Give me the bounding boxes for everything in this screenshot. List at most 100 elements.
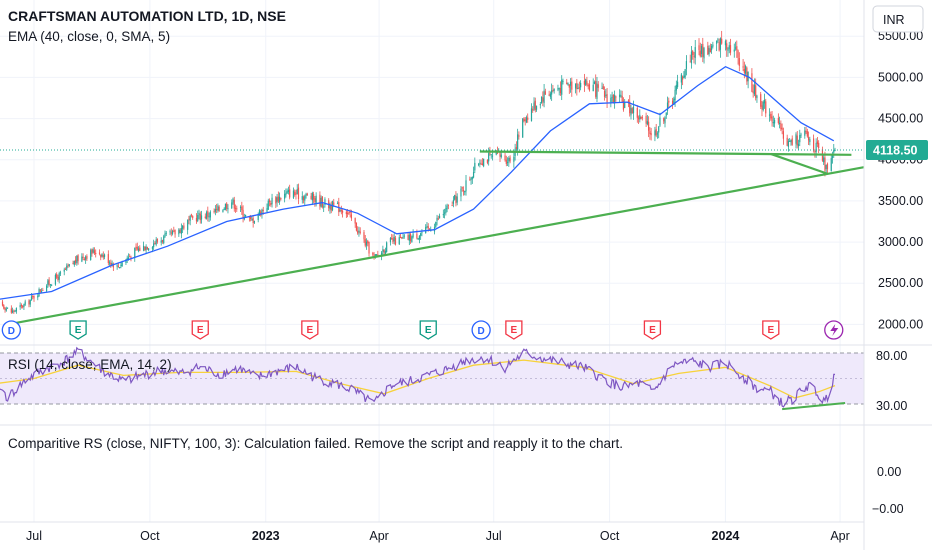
candle-body <box>324 199 326 206</box>
candle-body <box>825 165 827 170</box>
trendline[interactable] <box>479 150 852 156</box>
earnings-letter: E <box>649 325 656 336</box>
earnings-shield <box>505 320 523 340</box>
candle-body <box>252 218 254 223</box>
candle-body <box>261 209 263 215</box>
earnings-letter: E <box>197 325 204 336</box>
candle-body <box>587 85 589 87</box>
candle-body <box>809 139 811 143</box>
trendline[interactable] <box>7 166 865 326</box>
rsi-legend[interactable]: RSI (14, close, EMA, 14, 2) <box>8 357 172 372</box>
candle-body <box>294 191 296 195</box>
candle-body <box>515 147 517 150</box>
candle-body <box>267 200 269 210</box>
candle-body <box>540 96 543 103</box>
candle-body <box>3 305 5 309</box>
candle-body <box>174 229 176 235</box>
candle-body <box>15 308 17 312</box>
candle-body <box>709 48 711 53</box>
candle-body <box>580 82 582 88</box>
split-marker[interactable] <box>824 320 844 340</box>
earnings-marker[interactable]: E <box>191 320 209 340</box>
candle-body <box>530 108 533 122</box>
candle-body <box>522 118 524 138</box>
candle-body <box>605 94 607 96</box>
dividend-marker[interactable]: D <box>1 320 21 340</box>
candle-body <box>549 93 551 97</box>
candle-body <box>799 135 801 143</box>
candle-body <box>76 255 78 264</box>
earnings-marker[interactable]: E <box>301 320 319 340</box>
candle-body <box>666 102 669 111</box>
candle-body <box>760 94 762 107</box>
candle-body <box>534 100 536 111</box>
earnings-marker[interactable]: E <box>505 320 523 340</box>
candle-body <box>1 301 4 306</box>
candle-body <box>491 155 494 157</box>
candle-body <box>596 83 598 99</box>
ema-line[interactable] <box>0 65 835 300</box>
candle-body <box>270 203 272 205</box>
candle-body <box>393 237 395 242</box>
candle-body <box>470 178 472 180</box>
candle-body <box>771 116 773 122</box>
candle-body <box>729 45 732 53</box>
candle-body <box>239 206 242 208</box>
candle-body <box>204 216 206 219</box>
candle-body <box>231 202 233 209</box>
candle-body <box>323 206 325 208</box>
candle-body <box>155 239 157 245</box>
candle-body <box>257 214 259 220</box>
candle-body <box>800 134 802 136</box>
candle-body <box>700 46 703 55</box>
rsi-ma-line[interactable] <box>0 359 836 399</box>
candle-body <box>234 207 237 209</box>
earnings-marker[interactable]: E <box>762 320 780 340</box>
candle-body <box>762 101 764 110</box>
candle-body <box>826 163 829 170</box>
candle-body <box>746 67 748 82</box>
candle-body <box>42 289 44 291</box>
currency-button[interactable]: INR <box>872 5 924 33</box>
candle-body <box>13 310 15 312</box>
candle-body <box>430 230 432 232</box>
axes: 2000.002500.003000.003500.004000.004500.… <box>26 29 923 543</box>
candle-body <box>224 203 227 210</box>
earnings-marker[interactable]: E <box>69 320 87 340</box>
candle-body <box>86 256 88 259</box>
candle-body <box>480 163 482 165</box>
candle-body <box>646 121 648 125</box>
candle-body <box>417 238 419 240</box>
candle-body <box>67 265 69 267</box>
candle-body <box>489 152 491 154</box>
candle-body <box>367 240 369 244</box>
candle-body <box>737 50 739 58</box>
candle-body <box>165 232 167 234</box>
candle-body <box>30 296 33 301</box>
rsi-pane[interactable] <box>0 346 864 411</box>
candle-body <box>398 237 400 245</box>
candle-body <box>569 81 572 86</box>
candle-body <box>363 232 365 240</box>
candle-body <box>392 238 394 243</box>
candle-body <box>284 193 286 199</box>
trendline[interactable] <box>770 152 828 175</box>
candle-body <box>411 236 413 243</box>
candle-body <box>779 122 781 125</box>
ema-legend[interactable]: EMA (40, close, 0, SMA, 5) <box>8 29 170 44</box>
candle-body <box>29 299 31 305</box>
candle-body <box>156 238 159 242</box>
rsi-line[interactable] <box>0 346 835 408</box>
candle-body <box>786 137 788 146</box>
candle-body <box>455 195 457 204</box>
dividend-letter: D <box>478 326 485 337</box>
earnings-marker[interactable]: E <box>419 320 437 340</box>
earnings-letter: E <box>306 325 313 336</box>
dividend-marker[interactable]: D <box>471 320 491 340</box>
candle-body <box>795 134 797 144</box>
earnings-marker[interactable]: E <box>643 320 662 340</box>
rsi-trendline[interactable] <box>782 401 846 411</box>
candle-body <box>806 131 808 137</box>
candle-body <box>110 262 112 266</box>
